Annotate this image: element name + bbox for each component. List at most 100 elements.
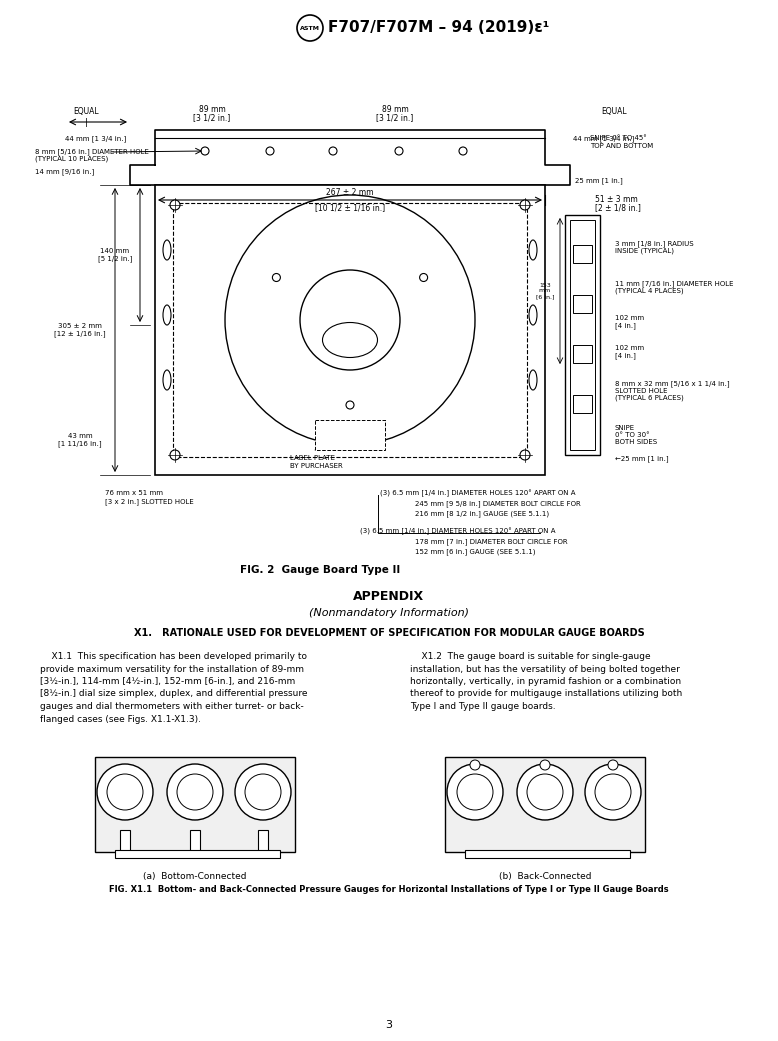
Text: 89 mm: 89 mm [382,105,408,115]
Bar [190,830,200,855]
Circle shape [245,775,281,810]
Circle shape [170,450,180,460]
Text: (Nonmandatory Information): (Nonmandatory Information) [309,608,469,618]
Text: FIG. 2  Gauge Board Type II: FIG. 2 Gauge Board Type II [240,565,400,575]
Text: 178 mm [7 in.] DIAMETER BOLT CIRCLE FOR: 178 mm [7 in.] DIAMETER BOLT CIRCLE FOR [415,538,568,544]
Text: 153
mm
[6 in.]: 153 mm [6 in.] [536,283,554,300]
Text: EQUAL: EQUAL [73,107,99,116]
Bar [573,245,592,263]
Text: 305 ± 2 mm
[12 ± 1/16 in.]: 305 ± 2 mm [12 ± 1/16 in.] [54,323,106,337]
Text: |: | [85,118,87,127]
Circle shape [266,147,274,155]
Bar [173,203,527,457]
Text: BY PURCHASER: BY PURCHASER [290,463,343,469]
Bar [573,295,592,313]
Circle shape [585,764,641,820]
Text: 3 mm [1/8 in.] RADIUS
INSIDE (TYPICAL): 3 mm [1/8 in.] RADIUS INSIDE (TYPICAL) [615,240,694,254]
Circle shape [457,775,493,810]
Ellipse shape [163,305,171,325]
Bar [115,850,280,858]
Circle shape [170,200,180,210]
Bar [573,395,592,413]
Text: 140 mm
[5 1/2 in.]: 140 mm [5 1/2 in.] [98,248,132,262]
Bar [187,852,203,857]
Text: 44 mm [1 3/4 in.]: 44 mm [1 3/4 in.] [65,135,127,142]
Text: X1.2  The gauge board is suitable for single-gauge
installation, but has the ver: X1.2 The gauge board is suitable for sin… [410,652,682,711]
Text: 51 ± 3 mm: 51 ± 3 mm [595,195,638,204]
Text: 102 mm
[4 in.]: 102 mm [4 in.] [615,345,644,359]
Circle shape [447,764,503,820]
Text: 76 mm x 51 mm: 76 mm x 51 mm [105,490,163,496]
Circle shape [395,147,403,155]
Text: 43 mm
[1 11/16 in.]: 43 mm [1 11/16 in.] [58,433,102,447]
Text: TOP AND BOTTOM: TOP AND BOTTOM [590,143,654,149]
Circle shape [520,450,530,460]
Circle shape [177,775,213,810]
Text: SNIPE
0° TO 30°
BOTH SIDES: SNIPE 0° TO 30° BOTH SIDES [615,425,657,445]
Circle shape [595,775,631,810]
Text: 3: 3 [386,1020,392,1030]
Circle shape [608,760,618,770]
Text: [3 1/2 in.]: [3 1/2 in.] [194,113,230,122]
Ellipse shape [163,370,171,390]
Text: [3 1/2 in.]: [3 1/2 in.] [377,113,414,122]
Text: EQUAL: EQUAL [601,107,627,116]
Ellipse shape [529,240,537,260]
Bar [465,850,630,858]
Bar [255,852,271,857]
Bar [117,852,133,857]
Bar [95,757,295,852]
Text: (b)  Back-Connected: (b) Back-Connected [499,872,591,881]
Text: 245 mm [9 5/8 in.] DIAMETER BOLT CIRCLE FOR: 245 mm [9 5/8 in.] DIAMETER BOLT CIRCLE … [415,500,580,507]
Circle shape [517,764,573,820]
Circle shape [346,401,354,409]
Text: 102 mm
[4 in.]: 102 mm [4 in.] [615,315,644,329]
Circle shape [201,147,209,155]
Circle shape [520,200,530,210]
Circle shape [235,764,291,820]
Text: SNIPE 0° TO 45°: SNIPE 0° TO 45° [590,135,647,141]
Bar [155,185,545,475]
Text: [2 ± 1/8 in.]: [2 ± 1/8 in.] [595,203,641,212]
Circle shape [97,764,153,820]
Bar [565,215,600,455]
Text: 152 mm [6 in.] GAUGE (SEE 5.1.1): 152 mm [6 in.] GAUGE (SEE 5.1.1) [415,548,535,555]
Bar [315,420,385,450]
Text: (a)  Bottom-Connected: (a) Bottom-Connected [143,872,247,881]
Text: APPENDIX: APPENDIX [353,590,425,603]
Text: ASTM: ASTM [300,25,320,30]
Text: F707/F707M – 94 (2019)ε¹: F707/F707M – 94 (2019)ε¹ [328,21,549,35]
Bar [573,345,592,363]
Circle shape [540,760,550,770]
Text: 44 mm [1 3/4 in.]: 44 mm [1 3/4 in.] [573,135,635,142]
Text: 8 mm [5/16 in.] DIAMETER HOLE: 8 mm [5/16 in.] DIAMETER HOLE [35,148,149,155]
Text: X1.   RATIONALE USED FOR DEVELOPMENT OF SPECIFICATION FOR MODULAR GAUGE BOARDS: X1. RATIONALE USED FOR DEVELOPMENT OF SP… [134,628,644,638]
Text: 267 ± 2 mm: 267 ± 2 mm [326,188,373,197]
Ellipse shape [163,240,171,260]
Text: FIG. X1.1  Bottom- and Back-Connected Pressure Gauges for Horizontal Installatio: FIG. X1.1 Bottom- and Back-Connected Pre… [109,885,669,894]
Text: 216 mm [8 1/2 in.] GAUGE (SEE 5.1.1): 216 mm [8 1/2 in.] GAUGE (SEE 5.1.1) [415,510,549,516]
Circle shape [107,775,143,810]
Bar [258,830,268,855]
Text: [3 x 2 in.] SLOTTED HOLE: [3 x 2 in.] SLOTTED HOLE [105,498,194,505]
Text: 25 mm [1 in.]: 25 mm [1 in.] [575,177,622,184]
Circle shape [527,775,563,810]
Circle shape [167,764,223,820]
Ellipse shape [529,370,537,390]
Text: 89 mm: 89 mm [198,105,226,115]
Circle shape [470,760,480,770]
Text: 8 mm x 32 mm [5/16 x 1 1/4 in.]
SLOTTED HOLE
(TYPICAL 6 PLACES): 8 mm x 32 mm [5/16 x 1 1/4 in.] SLOTTED … [615,380,730,401]
Circle shape [459,147,467,155]
Bar [445,757,645,852]
Text: 14 mm [9/16 in.]: 14 mm [9/16 in.] [35,168,94,175]
Bar [570,220,595,450]
Bar [120,830,130,855]
Text: X1.1  This specification has been developed primarily to
provide maximum versati: X1.1 This specification has been develop… [40,652,307,723]
Text: LABEL PLATE: LABEL PLATE [290,455,335,461]
Text: ←25 mm [1 in.]: ←25 mm [1 in.] [615,455,668,462]
Text: (3) 6.5 mm [1/4 in.] DIAMETER HOLES 120° APART ON A: (3) 6.5 mm [1/4 in.] DIAMETER HOLES 120°… [360,528,555,535]
Ellipse shape [529,305,537,325]
Circle shape [329,147,337,155]
Text: [10 1/2 ± 1/16 in.]: [10 1/2 ± 1/16 in.] [315,203,385,212]
Circle shape [272,274,280,281]
